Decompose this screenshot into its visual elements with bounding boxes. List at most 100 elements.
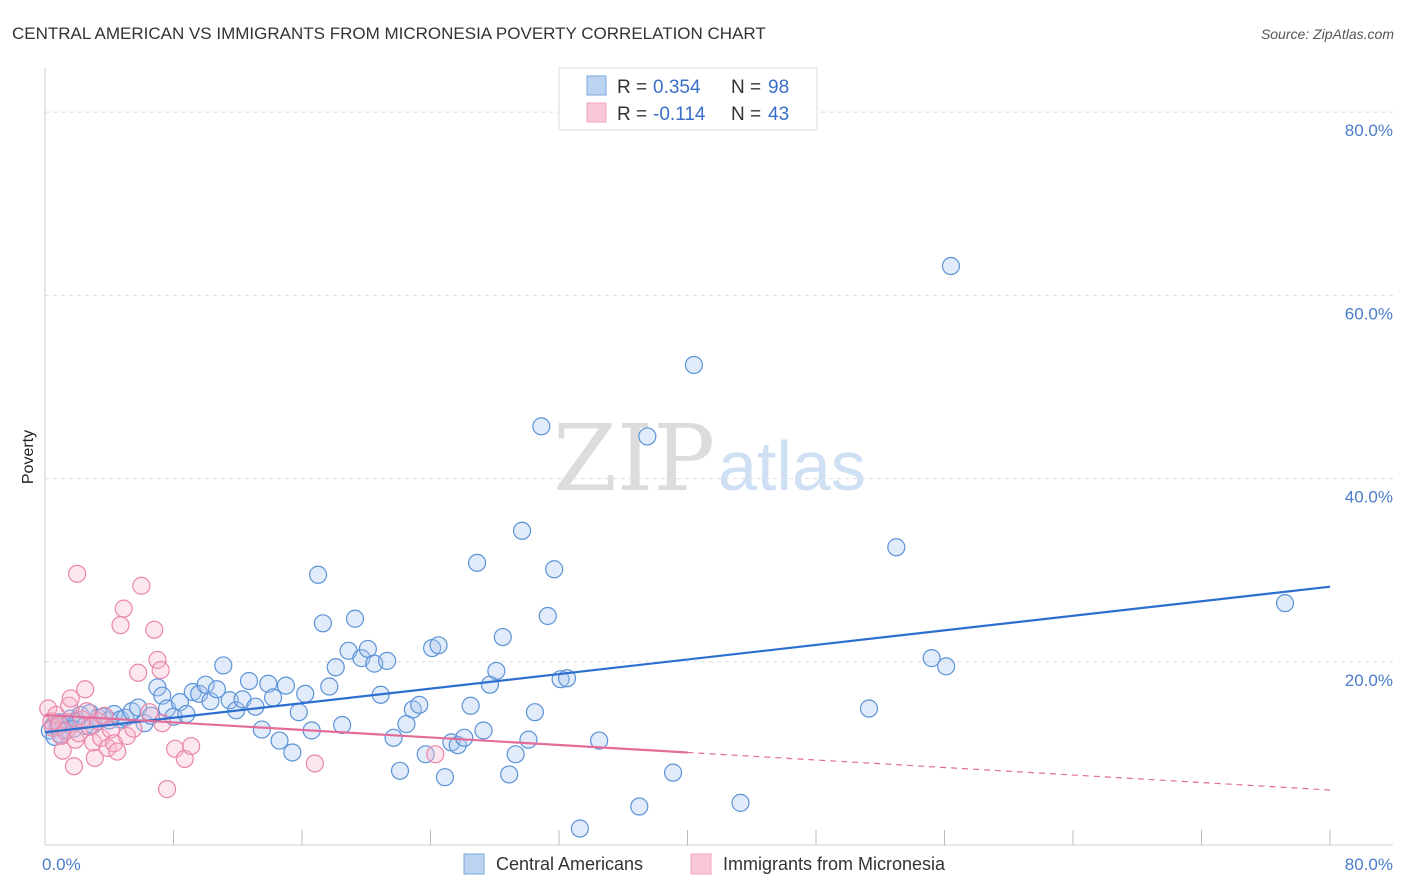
- chart-source: Source: ZipAtlas.com: [1261, 26, 1394, 42]
- data-point: [76, 680, 95, 699]
- data-point: [135, 714, 154, 733]
- data-point: [663, 763, 683, 782]
- data-point: [570, 819, 589, 838]
- data-point: [108, 742, 127, 761]
- watermark: ZIP atlas: [553, 405, 866, 512]
- x-tick-label-max: 80.0%: [1345, 855, 1393, 874]
- data-point: [410, 695, 429, 714]
- data-point: [111, 616, 130, 635]
- data-point: [308, 565, 328, 584]
- data-point: [296, 684, 315, 703]
- data-point: [590, 731, 609, 750]
- data-point: [416, 745, 435, 764]
- data-point: [859, 699, 879, 718]
- data-point: [512, 521, 532, 540]
- data-point: [270, 731, 289, 750]
- data-point: [333, 715, 352, 735]
- data-point: [246, 697, 265, 716]
- legend-r-value-1: 0.354: [653, 77, 701, 98]
- data-point: [220, 691, 239, 710]
- data-point: [345, 609, 365, 628]
- data-point: [941, 256, 961, 276]
- data-point: [157, 780, 177, 799]
- data-point: [129, 698, 148, 717]
- y-tick-labels: 20.0% 40.0% 60.0% 80.0%: [1345, 121, 1393, 690]
- watermark-atlas: atlas: [718, 427, 866, 505]
- data-point: [289, 703, 308, 722]
- data-point: [506, 745, 525, 764]
- data-point: [455, 728, 474, 747]
- data-point: [263, 688, 283, 707]
- data-point: [64, 757, 84, 776]
- data-point: [538, 606, 557, 626]
- data-point: [196, 675, 215, 694]
- data-point: [461, 696, 480, 715]
- trend-line-2: [44, 713, 688, 754]
- data-point: [68, 564, 87, 583]
- data-point: [487, 661, 506, 681]
- legend-swatch-blue: [586, 75, 607, 96]
- data-point: [500, 765, 519, 784]
- data-point: [117, 726, 137, 746]
- data-point: [922, 649, 941, 668]
- x-tick-labels: 0.0% 80.0%: [42, 855, 1393, 874]
- data-point: [148, 650, 167, 670]
- data-point: [435, 768, 455, 787]
- data-point: [61, 689, 80, 708]
- legend-swatch-pink: [586, 102, 607, 123]
- legend-n-label-1: N =: [731, 77, 761, 98]
- data-point: [151, 660, 170, 680]
- data-point: [467, 553, 487, 572]
- data-point: [77, 702, 96, 721]
- data-point: [630, 797, 649, 816]
- grid-lines: [45, 111, 1393, 663]
- data-point: [283, 743, 302, 762]
- trend-line-1: [44, 585, 1331, 734]
- data-point: [305, 754, 324, 773]
- data-point: [114, 599, 133, 618]
- data-point: [638, 427, 657, 446]
- data-point: [532, 417, 551, 436]
- series-legend: Central Americans Immigrants from Micron…: [463, 853, 946, 875]
- series-micronesia-points: [39, 564, 445, 799]
- y-tick-label: 20.0%: [1345, 671, 1393, 690]
- data-point: [384, 728, 403, 747]
- data-point: [182, 736, 201, 756]
- data-point: [313, 614, 332, 633]
- data-point: [326, 658, 345, 677]
- series-legend-label-1: Central Americans: [496, 854, 643, 874]
- data-point: [145, 620, 164, 639]
- data-point: [937, 657, 956, 676]
- series-legend-swatch-blue: [463, 853, 485, 875]
- legend-r-label-1: R =: [617, 77, 647, 98]
- data-point: [177, 704, 196, 724]
- data-point: [684, 355, 704, 375]
- data-point: [731, 793, 750, 812]
- trend-lines: [44, 585, 1331, 791]
- data-point: [190, 684, 209, 703]
- legend-r-value-2: -0.114: [653, 104, 706, 125]
- y-axis-label: Poverty: [20, 430, 37, 484]
- data-point: [545, 560, 564, 579]
- data-point: [1275, 594, 1295, 613]
- data-point: [426, 745, 445, 764]
- data-point: [276, 676, 296, 695]
- series-central-americans-points: [40, 256, 1295, 838]
- data-point: [259, 674, 278, 693]
- data-point: [214, 656, 233, 675]
- data-point: [378, 651, 397, 670]
- legend-r-label-2: R =: [617, 104, 647, 125]
- chart-title: CENTRAL AMERICAN VS IMMIGRANTS FROM MICR…: [12, 24, 766, 43]
- watermark-zip: ZIP: [553, 405, 715, 512]
- data-point: [85, 748, 104, 768]
- stats-legend: R = 0.354 N = 98 R = -0.114 N = 43: [558, 67, 818, 131]
- legend-n-value-1: 98: [768, 77, 789, 98]
- y-tick-label: 40.0%: [1345, 488, 1393, 507]
- data-point: [448, 736, 467, 755]
- data-point: [887, 538, 906, 557]
- data-point: [59, 696, 79, 715]
- data-point: [132, 576, 151, 595]
- x-tick-label-min: 0.0%: [42, 855, 81, 874]
- y-tick-label: 80.0%: [1345, 121, 1393, 140]
